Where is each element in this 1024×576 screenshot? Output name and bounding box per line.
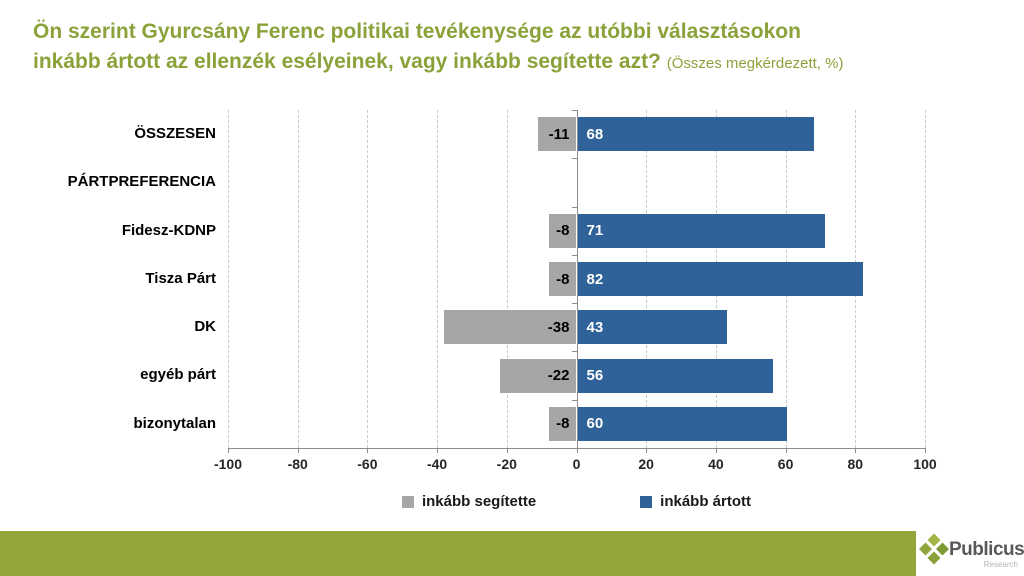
x-tick-label: 60 xyxy=(777,456,794,472)
bar-chart-plot-area: -11 68 -8 71 -8 82 -38 43 -22 56 -8 60 xyxy=(228,110,926,453)
x-tick-label: 100 xyxy=(913,456,937,472)
row-tick xyxy=(571,207,577,208)
bar-segment-negative: -8 xyxy=(548,213,577,248)
x-axis-tick xyxy=(297,449,299,453)
title-line-2-text: inkább ártott az ellenzék esélyeinek, va… xyxy=(33,50,661,73)
category-label: Fidesz-KDNP xyxy=(121,221,216,239)
title-line-2: inkább ártott az ellenzék esélyeinek, va… xyxy=(33,50,843,73)
row-tick xyxy=(571,351,577,352)
x-axis-tick xyxy=(646,449,648,453)
bar-segment-positive: 71 xyxy=(577,213,825,248)
bar-segment-positive: 43 xyxy=(577,310,728,345)
brand-block: Publicus Research xyxy=(916,531,1024,576)
x-tick-label: -60 xyxy=(357,456,378,472)
x-tick-label: -100 xyxy=(213,456,243,472)
brand-name: Publicus xyxy=(949,539,1024,560)
legend-swatch xyxy=(640,495,653,508)
bar-segment-positive: 82 xyxy=(577,262,864,296)
gridline xyxy=(367,110,369,448)
x-axis-tick xyxy=(715,449,717,453)
x-axis-tick xyxy=(228,449,229,453)
category-label: egyéb párt xyxy=(140,366,216,384)
x-tick-label: -20 xyxy=(496,456,517,472)
bar-segment-negative: -38 xyxy=(444,310,577,345)
x-axis-tick xyxy=(925,449,926,453)
category-label: Tisza Párt xyxy=(145,269,216,287)
x-tick-label: 20 xyxy=(638,456,654,472)
gridline xyxy=(925,110,926,448)
gridline xyxy=(297,110,299,448)
footer-accent-bar xyxy=(0,531,916,576)
x-axis-tick xyxy=(855,449,857,453)
x-axis-tick xyxy=(576,449,578,453)
category-label: DK xyxy=(194,318,216,336)
category-label: bizonytalan xyxy=(133,414,216,432)
x-axis-tick xyxy=(437,449,439,453)
legend-item: inkább ártott xyxy=(640,493,751,510)
x-tick-label: -40 xyxy=(426,456,448,472)
page-title: Ön szerint Gyurcsány Ferenc politikai te… xyxy=(33,17,1018,79)
x-axis-line xyxy=(228,448,926,449)
row-tick xyxy=(571,255,577,256)
category-label: PÁRTPREFERENCIA xyxy=(67,173,216,191)
bar-segment-negative: -22 xyxy=(499,358,577,393)
bar-segment-negative: -8 xyxy=(548,406,577,441)
bar-segment-negative: -8 xyxy=(548,262,577,296)
x-axis-tick-labels: -100 -80 -60 -40 -20 0 20 40 60 80 100 xyxy=(214,456,937,476)
x-tick-label: 40 xyxy=(708,456,724,472)
gridline xyxy=(506,110,508,448)
x-axis-tick xyxy=(367,449,369,453)
title-line-1: Ön szerint Gyurcsány Ferenc politikai te… xyxy=(33,20,801,43)
x-axis-tick xyxy=(506,449,508,453)
row-tick xyxy=(571,400,577,401)
legend-item: inkább segítette xyxy=(401,493,537,510)
row-tick xyxy=(571,110,577,111)
brand-subtitle: Research xyxy=(983,560,1018,569)
x-tick-label: 80 xyxy=(847,456,864,472)
gridline xyxy=(437,110,439,448)
legend-swatch xyxy=(401,495,414,508)
bar-segment-negative: -11 xyxy=(538,117,577,152)
x-tick-label: 0 xyxy=(572,456,581,472)
row-tick xyxy=(571,158,577,159)
legend: inkább segítette inkább ártott xyxy=(228,493,925,510)
legend-label: inkább segítette xyxy=(421,493,537,510)
category-label: ÖSSZESEN xyxy=(134,125,216,142)
publicus-logo-icon xyxy=(919,533,949,565)
zero-axis-line xyxy=(576,110,578,449)
gridline xyxy=(228,110,229,448)
bar-segment-positive: 68 xyxy=(577,117,815,152)
row-tick xyxy=(571,303,577,304)
category-axis: ÖSSZESEN PÁRTPREFERENCIA Fidesz-KDNP Tisza … xyxy=(0,110,216,448)
legend-label: inkább ártott xyxy=(660,493,752,510)
x-axis-tick xyxy=(785,449,787,453)
bar-segment-positive: 60 xyxy=(577,406,787,441)
bar-segment-positive: 56 xyxy=(577,358,773,393)
title-suffix: (Összes megkérdezett, %) xyxy=(666,55,844,72)
x-tick-label: -80 xyxy=(287,456,308,472)
